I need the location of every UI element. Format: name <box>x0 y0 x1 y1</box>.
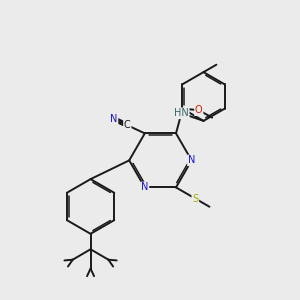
Text: C: C <box>124 120 131 130</box>
Text: HN: HN <box>174 108 189 118</box>
Text: S: S <box>192 194 198 204</box>
Text: O: O <box>195 105 202 115</box>
Text: N: N <box>141 182 148 192</box>
Text: N: N <box>188 155 195 165</box>
Text: N: N <box>110 114 118 124</box>
